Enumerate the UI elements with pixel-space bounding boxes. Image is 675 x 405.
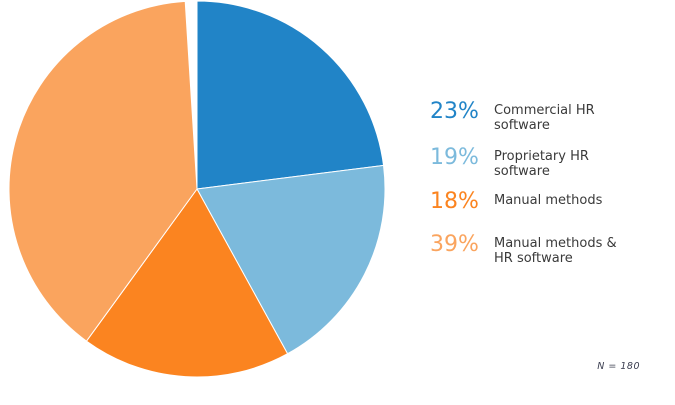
legend-label: Proprietary HR software	[494, 149, 589, 179]
legend-percent: 39%	[430, 232, 479, 257]
pie-slice-1	[196, 164, 386, 355]
chart-legend: 23% Commercial HR software 19% Proprieta…	[430, 0, 660, 320]
pie-slice-2	[86, 188, 289, 378]
sample-size-note: N = 180	[597, 361, 640, 372]
pie-slice-3	[8, 0, 198, 342]
legend-percent: 19%	[430, 145, 479, 170]
pie-chart-area	[8, 0, 386, 378]
pie-chart	[8, 0, 386, 378]
legend-label: Commercial HR software	[494, 103, 595, 133]
legend-label: Manual methods	[494, 193, 603, 208]
legend-item: 39% Manual methods & HR software	[430, 232, 624, 267]
pie-slice-0	[196, 0, 385, 190]
legend-item: 19% Proprietary HR software	[430, 145, 624, 180]
legend-item: 18% Manual methods	[430, 190, 624, 214]
legend-item: 23% Commercial HR software	[430, 99, 624, 134]
legend-percent: 23%	[430, 99, 479, 124]
legend-label: Manual methods & HR software	[494, 236, 617, 266]
legend-percent: 18%	[430, 189, 479, 214]
